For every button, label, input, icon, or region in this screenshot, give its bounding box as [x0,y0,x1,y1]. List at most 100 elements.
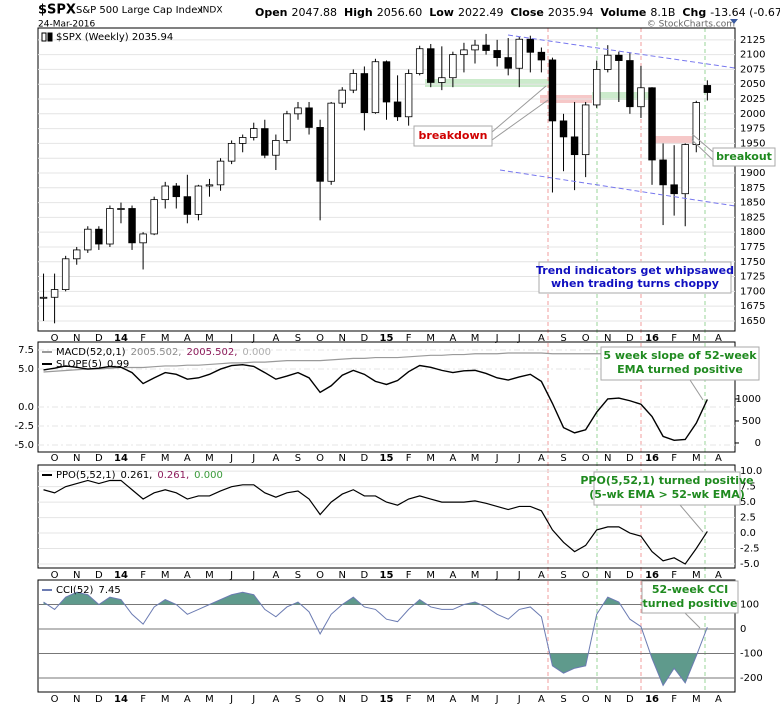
legend-label: $SPX (Weekly) 2035.94 [56,32,173,43]
x-tick-label: N [73,694,80,705]
candle-body [194,185,203,215]
candle-body [415,48,424,74]
candle-body [670,184,678,195]
candle-body [604,54,612,70]
index-name: S&P 500 Large Cap Index [76,5,203,16]
x-tick-label: M [471,453,480,464]
x-tick-label: M [426,333,435,344]
x-tick-label: D [626,570,634,581]
x-tick-label: A [715,453,722,464]
x-tick-label: F [140,570,146,581]
candle-body [382,61,391,103]
x-tick-label: J [251,333,255,344]
x-tick-label: D [95,453,103,464]
x-tick-label: 14 [114,333,128,344]
x-tick-label: D [626,453,634,464]
x-tick-label: M [426,453,435,464]
trend-line [507,34,736,69]
y-tick-label: 100 [740,600,759,611]
panel-frame [37,27,736,332]
x-tick-label: J [229,333,233,344]
x-tick-label: M [205,694,214,705]
x-tick-label: A [449,333,456,344]
x-tick-label: O [51,453,59,464]
legend-label: SLOPE(5) [56,359,102,370]
x-tick-label: M [161,453,170,464]
candle-body [559,120,568,138]
x-tick-label: A [449,570,456,581]
x-tick-label: N [339,333,346,344]
x-tick-label: A [184,570,191,581]
x-tick-label: O [582,694,590,705]
y-tick-label: 1775 [740,242,765,253]
arrow [679,504,704,533]
annotation-box [538,261,732,294]
x-tick-label: F [406,453,412,464]
candle-body [316,127,324,182]
x-tick-label: M [692,333,701,344]
candle-body [504,57,512,69]
x-tick-label: M [471,694,480,705]
x-tick-label: N [604,333,611,344]
x-tick-label: A [715,333,722,344]
x-tick-label: N [604,453,611,464]
candle-body [227,143,236,162]
menu-arrow[interactable] [730,19,738,24]
x-tick-label: M [205,570,214,581]
x-tick-label: D [626,694,634,705]
quote-label: Open [255,6,288,19]
candle-body [294,107,302,115]
annotation: 5 week slope of 52-week [603,349,757,362]
legend-value: 0.261, [121,470,153,481]
annotation: EMA turned positive [617,363,743,376]
y-tick-label: 7.5 [740,482,756,493]
candle-body [493,50,501,58]
annotation: PPO(5,52,1) turned positive [580,474,753,487]
y2-tick-label: 0 [755,438,761,449]
x-tick-label: 16 [645,453,659,464]
annotation-box [641,580,739,614]
y-tick-label: 1825 [740,212,765,223]
candle-body [150,199,158,235]
y-tick-label: 1725 [740,272,765,283]
series-line [43,479,708,565]
arrow [691,133,714,153]
candle-body [427,48,435,83]
x-tick-label: A [538,453,545,464]
x-tick-label: N [604,694,611,705]
annotation: when trading turns choppy [551,277,719,290]
x-tick-label: J [251,453,255,464]
x-tick-label: A [449,453,456,464]
x-tick-label: J [251,570,255,581]
x-tick-label: D [95,570,103,581]
legend-value: 0.000 [242,347,271,358]
candle-body [615,54,623,61]
candle-body [637,87,645,108]
quote-value: 8.1B [650,6,675,19]
x-tick-label: M [692,570,701,581]
candle-body [205,184,214,187]
candle-body [327,102,335,182]
candle-body [95,228,103,245]
x-tick-label: M [205,453,214,464]
y-tick-label: -5.0 [14,440,34,451]
x-tick-label: M [692,453,701,464]
y-tick-label: 1800 [740,227,765,238]
y-tick-label: 1700 [740,286,765,297]
x-tick-label: J [517,694,521,705]
x-tick-label: S [560,694,566,705]
x-tick-label: D [361,570,369,581]
y-tick-label: 2000 [740,109,765,120]
arrow [689,379,704,401]
x-tick-label: O [51,333,59,344]
y-tick-label: 2125 [740,35,765,46]
x-tick-label: N [604,570,611,581]
y2-tick-label: 500 [742,416,761,427]
candle-body [393,101,402,118]
candle-body [61,258,70,290]
y-tick-label: 1975 [740,124,765,135]
x-tick-label: 16 [645,694,659,705]
y-tick-label: -5.0 [740,559,760,570]
x-tick-label: F [671,570,677,581]
candle-body [39,296,48,299]
